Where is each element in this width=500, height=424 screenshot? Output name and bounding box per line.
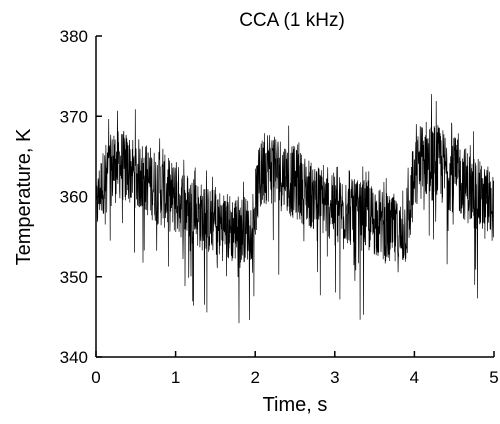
y-axis-ticks: 340 350 360 370 380 [60, 27, 102, 367]
y-tick-label: 360 [60, 188, 88, 207]
x-tick-label: 4 [410, 368, 419, 387]
x-axis-ticks: 0 1 2 3 4 5 [91, 351, 499, 387]
x-tick-label: 0 [91, 368, 100, 387]
plot-area [95, 94, 494, 324]
y-axis-label: Temperature, K [13, 128, 35, 265]
x-tick-label: 2 [250, 368, 259, 387]
x-axis-label: Time, s [263, 394, 328, 416]
chart-title: CCA (1 kHz) [239, 10, 345, 31]
y-tick-label: 340 [60, 348, 88, 367]
x-tick-label: 1 [171, 368, 180, 387]
x-tick-label: 5 [489, 368, 498, 387]
temperature-series-line [95, 94, 494, 324]
y-tick-label: 350 [60, 268, 88, 287]
x-tick-label: 3 [330, 368, 339, 387]
y-tick-label: 370 [60, 107, 88, 126]
y-tick-label: 380 [60, 27, 88, 46]
